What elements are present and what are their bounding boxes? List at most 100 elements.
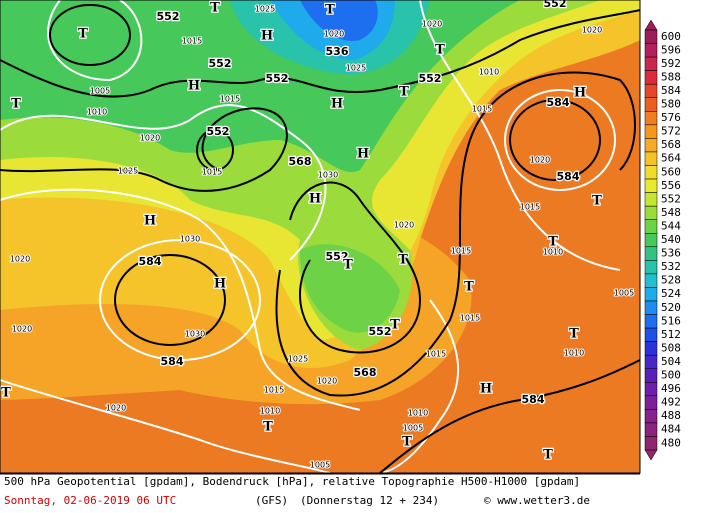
isobar-label: 1010	[543, 248, 563, 257]
scale-swatch	[644, 395, 658, 410]
scale-swatch	[644, 273, 658, 288]
isobar-label: 1015	[202, 168, 222, 177]
scale-label: 584	[661, 84, 681, 97]
footer-model: (GFS)	[255, 494, 288, 507]
geopotential-label: 552	[419, 72, 442, 85]
geopotential-label: 536	[326, 45, 349, 58]
geopotential-label: 552	[209, 57, 232, 70]
pressure-center: H	[480, 382, 492, 397]
scale-swatch	[644, 29, 658, 44]
scale-label: 592	[661, 57, 681, 70]
scale-label: 600	[661, 30, 681, 43]
isobar-label: 1015	[451, 247, 471, 256]
scale-swatch	[644, 341, 658, 356]
isobar-label: 1030	[318, 171, 338, 180]
pressure-center: T	[398, 253, 408, 268]
scale-swatch	[644, 260, 658, 275]
scale-label: 556	[661, 179, 681, 192]
scale-swatch	[644, 233, 658, 248]
footer-date: Sonntag, 02-06-2019 06 UTC	[4, 494, 176, 507]
isobar-label: 1015	[460, 314, 480, 323]
geopotential-contours	[0, 4, 641, 474]
isobar-label: 1030	[185, 330, 205, 339]
scale-label: 540	[661, 233, 681, 246]
isobar-label: 1010	[260, 407, 280, 416]
isobar-label: 1025	[255, 5, 275, 14]
scale-label: 524	[661, 287, 681, 300]
geopotential-label: 552	[326, 250, 349, 263]
pressure-center: T	[390, 318, 400, 333]
scale-label: 484	[661, 423, 681, 436]
scale-label: 588	[661, 70, 681, 83]
scale-label: 496	[661, 382, 681, 395]
scale-label: 516	[661, 314, 681, 327]
isobar-label: 1015	[182, 37, 202, 46]
pressure-center: T	[569, 327, 579, 342]
scale-swatch	[644, 111, 658, 126]
scale-swatch	[644, 382, 658, 397]
isobar-label: 1015	[426, 350, 446, 359]
scale-swatch	[644, 287, 658, 302]
scale-swatch	[644, 368, 658, 383]
pressure-center: T	[543, 448, 553, 463]
isobar-label: 1010	[87, 108, 107, 117]
scale-swatch	[644, 43, 658, 58]
isobar-label: 1015	[264, 386, 284, 395]
pressure-center: H	[144, 214, 156, 229]
scale-label: 480	[661, 436, 681, 449]
geopotential-label: 584	[522, 393, 545, 406]
scale-swatch	[644, 436, 658, 451]
scale-swatch	[644, 205, 658, 220]
scale-swatch	[644, 409, 658, 424]
scale-swatch	[644, 300, 658, 315]
scale-swatch	[644, 192, 658, 207]
isobar-label: 1030	[180, 235, 200, 244]
footer-description: 500 hPa Geopotential [gpdam], Bodendruck…	[4, 475, 580, 488]
isobar-label: 1020	[12, 325, 32, 334]
pressure-center: T	[402, 435, 412, 450]
isobars	[0, 0, 621, 411]
scale-swatch	[644, 246, 658, 261]
isobar-label: 1020	[394, 221, 414, 230]
scale-swatch	[644, 327, 658, 342]
scale-label: 576	[661, 111, 681, 124]
pressure-center: T	[343, 258, 353, 273]
isobar-label: 1025	[118, 167, 138, 176]
scale-swatch	[644, 178, 658, 193]
scale-label: 528	[661, 274, 681, 287]
scale-swatch	[644, 422, 658, 437]
scale-swatch	[644, 70, 658, 85]
geopotential-label: 584	[139, 255, 162, 268]
scale-label: 596	[661, 43, 681, 56]
pressure-center: T	[435, 43, 445, 58]
scale-swatch	[644, 314, 658, 329]
pressure-center: T	[263, 420, 273, 435]
geopotential-label: 568	[289, 155, 312, 168]
pressure-center: H	[188, 79, 200, 94]
scale-swatch	[644, 151, 658, 166]
scale-swatch	[644, 219, 658, 234]
geopotential-label: 584	[557, 170, 580, 183]
scale-label: 568	[661, 138, 681, 151]
geopotential-label: 584	[161, 355, 184, 368]
scale-swatch	[644, 83, 658, 98]
map-labels: 552 552 552 552 552 568 584 584 552 552 568 584 584 5…	[0, 0, 635, 471]
scale-swatch	[644, 124, 658, 139]
isobar-label: 1005	[403, 424, 423, 433]
isobar-label: 1020	[324, 30, 344, 39]
pressure-center: T	[1, 386, 11, 401]
isobar-label: 1015	[220, 95, 240, 104]
pressure-center: T	[325, 3, 335, 18]
scale-label: 500	[661, 369, 681, 382]
scale-label: 560	[661, 165, 681, 178]
pressure-center: H	[331, 97, 343, 112]
scale-label: 536	[661, 247, 681, 260]
scale-label: 552	[661, 192, 681, 205]
scale-label: 548	[661, 206, 681, 219]
scale-swatch	[644, 354, 658, 370]
scale-label: 544	[661, 219, 681, 232]
geopotential-label: 552	[369, 325, 392, 338]
isobar-label: 1020	[582, 26, 602, 35]
